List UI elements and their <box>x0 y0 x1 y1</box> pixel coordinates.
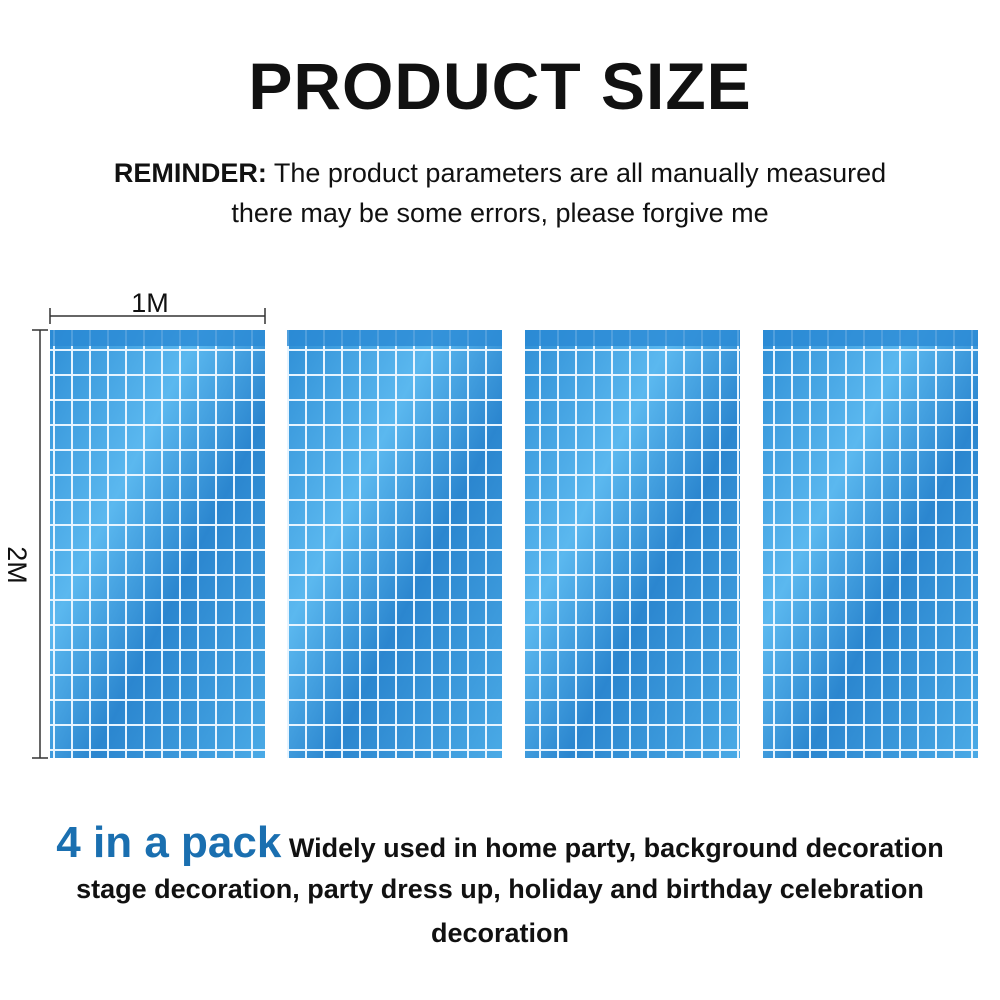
title: PRODUCT SIZE <box>248 49 752 123</box>
reminder: REMINDER: The product parameters are all… <box>0 158 1000 189</box>
height-label: 2M <box>2 546 32 584</box>
reminder-text: The product parameters are all manually … <box>273 158 887 188</box>
footer-text: Widely used in home party, background de… <box>288 833 944 863</box>
curtain <box>287 330 502 758</box>
height-dimension <box>32 329 48 759</box>
reminder-text: there may be some errors, please forgive… <box>231 198 769 228</box>
width-dimension <box>49 308 266 324</box>
curtain <box>525 330 740 758</box>
curtain <box>763 330 978 758</box>
curtain <box>50 330 265 758</box>
pack-highlight: 4 in a pack <box>56 818 282 867</box>
footer-text: decoration <box>430 918 570 948</box>
width-label: 1M <box>131 288 169 318</box>
reminder-label: REMINDER: <box>113 158 267 188</box>
footer-line: 4 in a pack Widely used in home party, b… <box>0 818 1000 868</box>
footer-text: stage decoration, party dress up, holida… <box>76 874 924 904</box>
